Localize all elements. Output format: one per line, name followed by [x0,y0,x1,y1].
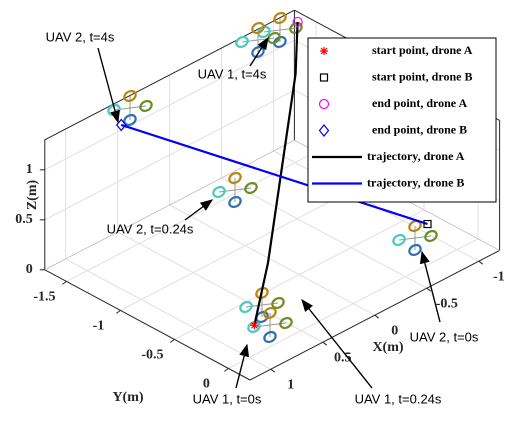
x-tick [479,261,483,264]
drone-arm [242,40,258,42]
drone-arm [264,30,280,32]
z-tick-label: 1 [26,162,33,177]
x-tick [323,342,327,345]
x-tick-label: 1 [287,377,294,392]
x-axis-label: X(m) [372,340,403,355]
x-tick [375,315,379,318]
drone-arm [280,28,296,30]
legend-label: start point, drone A [372,43,473,57]
legend-label: start point, drone B [372,69,472,83]
z-tick-label: 0.5 [15,212,33,227]
drone-arm [415,236,431,238]
annotation-text: UAV 2, t=0s [410,329,479,344]
y-tick [62,281,66,284]
y-tick-label: 0 [203,377,210,392]
drone-arm [270,323,286,325]
grid-line [66,152,316,282]
legend-label: trajectory, drone A [367,149,465,163]
legend-label: end point, drone A [372,96,467,110]
x-tick [427,288,431,291]
annotation-text: UAV 2, t=0.24s [107,221,194,236]
drone-arm [399,238,415,240]
legend-marker [320,47,328,55]
annotation-text: UAV 2, t=4s [46,29,115,44]
annotation-text: UAV 1, t=4s [198,66,267,81]
annotation-text: UAV 1, t=0s [193,391,262,406]
grid-line [174,210,424,340]
grid-line [170,205,375,315]
y-tick [116,310,120,313]
y-tick [224,368,228,371]
grid-line [66,259,271,369]
x-tick-label: 0 [391,323,398,338]
y-tick-label: -1.5 [33,290,55,305]
drone-arm [219,190,235,192]
z-axis-label: Z(m) [25,180,40,211]
marker-asterisk [250,321,258,329]
annotation-arrow [302,300,372,388]
drone-arm [258,38,274,40]
y-axis-label: Y(m) [112,390,143,405]
z-tick-label: 0 [26,262,33,277]
annotation-text: UAV 1, t=0.24s [355,391,442,406]
annotation-arrow [185,200,212,220]
x-tick-label: -0.5 [436,296,458,311]
legend: start point, drone A start point, drone B… [308,38,496,202]
drone-arm [262,303,278,305]
x-tick [271,369,275,372]
drone-arm [114,108,130,110]
legend-label: end point, drone B [372,122,467,136]
x-tick-label: -1 [493,269,505,284]
legend-label: trajectory, drone B [367,175,464,189]
drone-arm [130,106,146,108]
y-tick-label: -1 [93,319,105,334]
chart: Z(m) Y(m) X(m) -1-0.500.51-1.5-1-0.5000.… [0,0,529,429]
y-tick [170,339,174,342]
y-tick-label: -0.5 [141,348,163,363]
